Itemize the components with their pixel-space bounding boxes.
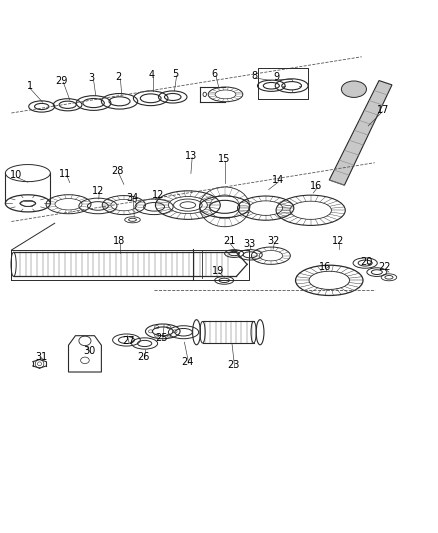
Text: 10: 10 [10, 170, 22, 180]
Text: 6: 6 [212, 69, 218, 79]
Text: 29: 29 [55, 76, 67, 86]
Text: 9: 9 [273, 72, 279, 82]
Text: 1: 1 [27, 80, 33, 91]
Text: 12: 12 [152, 190, 165, 200]
Text: 2: 2 [116, 72, 122, 82]
Text: 30: 30 [83, 346, 95, 356]
Text: 16: 16 [319, 262, 331, 271]
Text: 12: 12 [92, 186, 104, 196]
Text: 22: 22 [378, 262, 390, 272]
Text: 31: 31 [35, 352, 48, 362]
Text: 24: 24 [182, 357, 194, 367]
Text: 18: 18 [113, 237, 125, 246]
Ellipse shape [341, 81, 367, 98]
Text: 33: 33 [243, 239, 255, 248]
Text: 11: 11 [60, 169, 71, 179]
Text: 27: 27 [122, 336, 134, 346]
Text: 4: 4 [149, 70, 155, 80]
Text: 32: 32 [267, 237, 279, 246]
Text: 13: 13 [185, 151, 197, 161]
Text: 8: 8 [251, 71, 258, 81]
Text: 20: 20 [360, 257, 372, 267]
Text: 5: 5 [173, 69, 179, 79]
Text: 12: 12 [332, 237, 344, 246]
Text: 23: 23 [227, 360, 240, 370]
Polygon shape [329, 80, 392, 185]
Text: 25: 25 [155, 333, 168, 343]
Text: 16: 16 [310, 181, 322, 191]
Text: 14: 14 [272, 175, 284, 185]
Text: 21: 21 [223, 237, 235, 246]
Text: 19: 19 [212, 266, 224, 276]
Text: 3: 3 [88, 74, 95, 83]
Text: 34: 34 [127, 193, 139, 203]
Text: 28: 28 [111, 166, 124, 176]
Text: 15: 15 [218, 154, 230, 164]
Text: 26: 26 [137, 352, 149, 362]
Text: 17: 17 [377, 105, 389, 115]
